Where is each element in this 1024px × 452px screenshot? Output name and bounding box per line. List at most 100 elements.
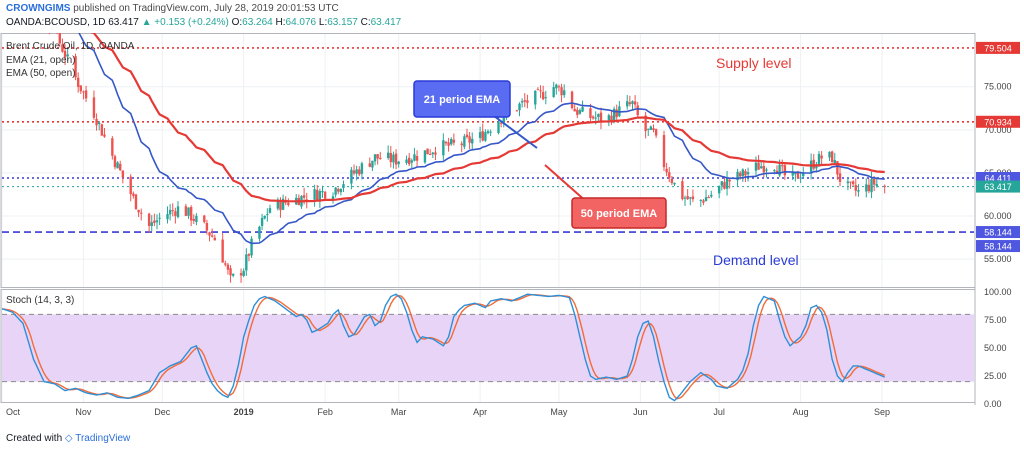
candle-body [872, 178, 876, 185]
candle-body [355, 169, 358, 174]
candle-body [129, 176, 132, 195]
candle-body [434, 152, 437, 155]
candle-body [851, 181, 855, 185]
candle-body [673, 182, 676, 185]
candle-body [63, 50, 67, 58]
candle-body [410, 160, 414, 163]
candle-body [371, 160, 374, 168]
horizontal-levels [2, 47, 974, 233]
candle-body [442, 140, 445, 156]
candle-body [497, 121, 500, 134]
close-value: 63.417 [370, 17, 402, 28]
candle-body [134, 194, 138, 210]
stoch-tick-label: 25.00 [984, 371, 1007, 381]
candle-body [321, 191, 324, 193]
candle-body [174, 211, 177, 216]
candle-body [626, 101, 629, 107]
candle-body [281, 198, 285, 210]
level-label-box [976, 226, 1020, 239]
candle-body [710, 194, 713, 197]
supply-level-label: Supply level [716, 55, 792, 71]
candle-body [857, 190, 860, 192]
grid-lines [1, 34, 974, 402]
candle-body [484, 132, 487, 141]
candle-body [644, 115, 647, 132]
candle-body [92, 97, 96, 118]
candle-body [870, 179, 873, 193]
time-tick-label: Nov [75, 407, 92, 417]
tradingview-brand[interactable]: TradingView [75, 433, 131, 444]
legend-ema50: EMA (50, open) [6, 68, 75, 79]
candle-body [213, 237, 216, 241]
candle-body [229, 268, 232, 276]
time-tick-label: Jun [633, 407, 648, 417]
ema50-callout-text: 50 period EMA [581, 208, 657, 220]
stoch-tick-label: 100.00 [984, 287, 1012, 297]
quote-line: OANDA:BCOUSD, 1D 63.417 ▲ +0.153 (+0.24%… [6, 17, 401, 31]
last-price: 63.417 [108, 17, 139, 28]
candle-body [607, 115, 611, 121]
candle-body [79, 85, 83, 92]
candle-body [279, 199, 282, 211]
low-label: L: [318, 17, 328, 28]
stoch-tick-label: 0.00 [984, 399, 1002, 409]
candle-body [423, 150, 427, 163]
stoch-tick-label: 75.00 [984, 315, 1007, 325]
candle-body [597, 114, 600, 117]
candle-body [741, 169, 745, 176]
candle-body [867, 184, 871, 192]
candle-body [58, 33, 61, 44]
candle-body [681, 181, 684, 200]
candle-body [760, 166, 763, 169]
candle-body [560, 87, 563, 96]
level-label-text: 63.417 [984, 182, 1012, 192]
candle-body [562, 90, 566, 96]
candle-body [195, 215, 198, 222]
candle-body [389, 152, 392, 163]
candle-body [242, 270, 245, 276]
candle-body [268, 208, 272, 213]
published-text: published on TradingView.com, July 28, 2… [73, 3, 339, 14]
candle-body [581, 106, 584, 112]
candle-body [245, 254, 248, 271]
level-label-text: 58.144 [984, 242, 1012, 252]
level-label-text: 58.144 [984, 228, 1012, 238]
low-value: 63.157 [327, 17, 358, 28]
time-tick-label: Dec [154, 407, 171, 417]
candle-body [654, 129, 658, 136]
author-name[interactable]: CROWNGIMS [6, 3, 71, 14]
publish-header: CROWNGIMS published on TradingView.com, … [6, 3, 339, 17]
candle-body [523, 100, 526, 102]
candle-body [794, 172, 797, 175]
candle-body [486, 131, 490, 134]
candle-body [796, 171, 800, 179]
candle-body [499, 122, 503, 124]
candle-body [783, 165, 787, 176]
candle-body [61, 44, 64, 52]
legend-ema21: EMA (21, open) [6, 55, 75, 66]
candle-body [155, 220, 159, 223]
candle-body [468, 136, 471, 143]
candle-body [132, 193, 135, 196]
candle-body [478, 132, 482, 138]
candle-body [302, 195, 306, 198]
candle-body [405, 159, 408, 164]
candle-body [717, 186, 721, 194]
ema21-line [78, 33, 885, 245]
candle-body [539, 90, 542, 92]
candle-body [82, 91, 85, 93]
candle-body [691, 196, 695, 200]
candle-body [247, 254, 251, 256]
candle-body [376, 154, 379, 159]
candle-body [147, 213, 151, 226]
candle-body [460, 143, 463, 146]
candle-body [762, 166, 766, 173]
price-tick-label: 55.000 [984, 254, 1012, 264]
candle-body [334, 187, 337, 195]
candle-body [668, 172, 671, 178]
candle-body [392, 154, 395, 163]
high-value: 64.076 [285, 17, 317, 28]
legend-stoch: Stoch (14, 3, 3) [6, 295, 74, 306]
candle-body [379, 157, 382, 160]
